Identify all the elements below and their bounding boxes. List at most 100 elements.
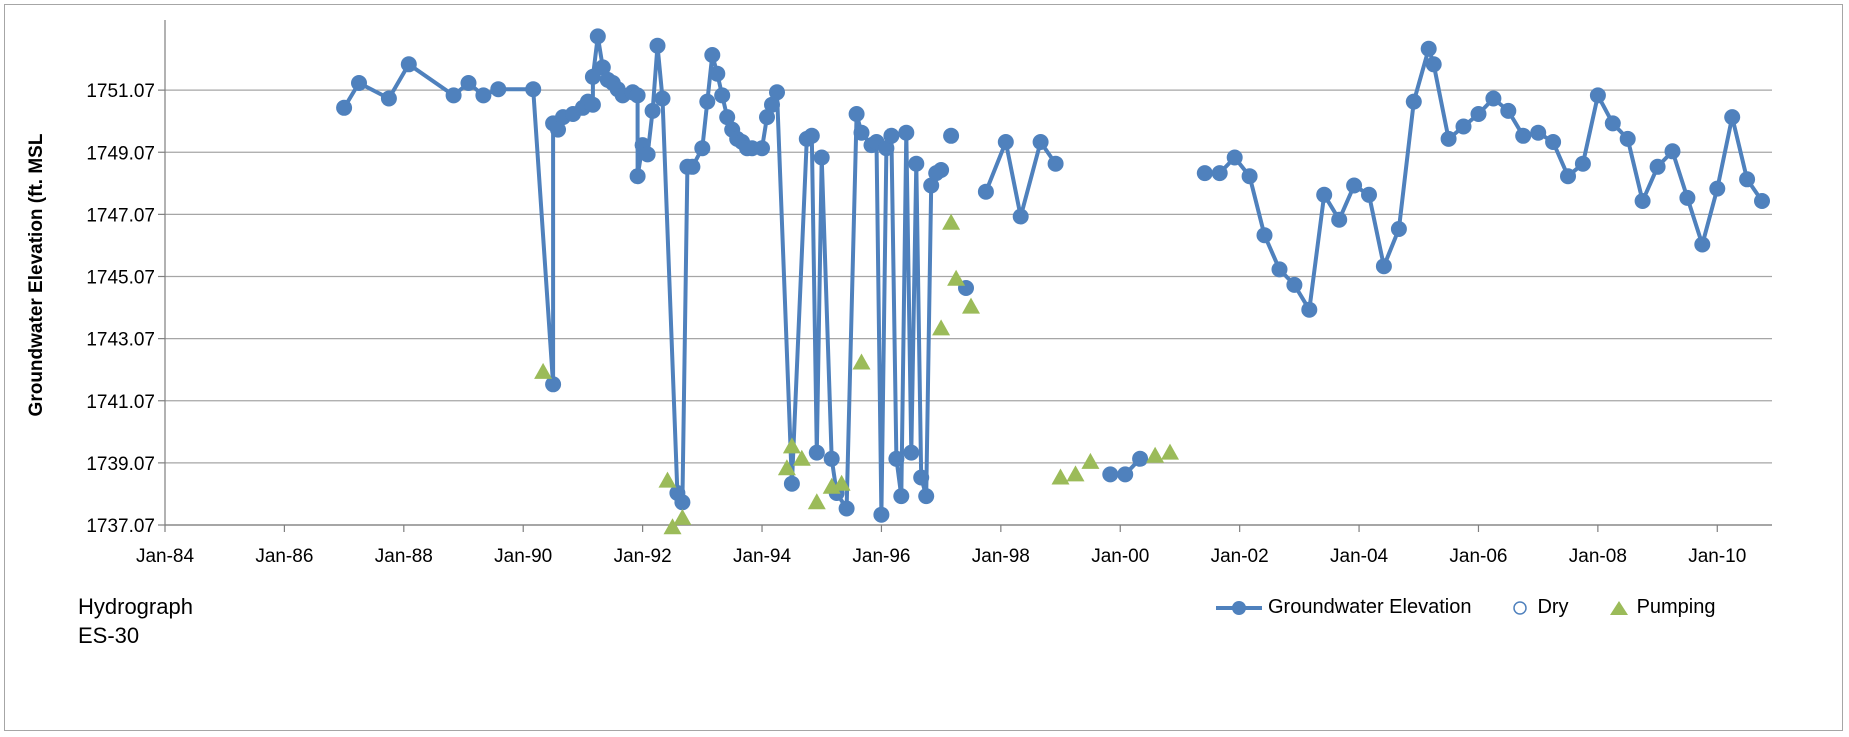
- elevation-point: [1316, 186, 1333, 203]
- pumping-point: [782, 437, 801, 454]
- pumping-point: [663, 518, 682, 535]
- elevation-point: [1500, 102, 1517, 119]
- chart-caption: Hydrograph ES-30: [78, 592, 193, 650]
- elevation-point: [1485, 90, 1502, 107]
- elevation-point: [1754, 193, 1770, 209]
- elevation-point: [490, 81, 507, 98]
- elevation-point: [848, 106, 865, 122]
- elevation-point: [351, 75, 367, 91]
- elevation-point: [550, 121, 566, 138]
- elevation-point: [913, 469, 930, 486]
- elevation-point: [719, 109, 736, 126]
- elevation-point: [803, 127, 820, 144]
- legend-item-pumping: Pumping: [1607, 596, 1716, 619]
- axes: [158, 20, 1772, 532]
- elevation-point: [769, 84, 785, 101]
- elevation-point: [525, 81, 542, 98]
- elevation-point: [1724, 109, 1741, 126]
- elevation-point: [460, 75, 477, 91]
- legend-label: Groundwater Elevation: [1268, 596, 1472, 618]
- elevation-point: [709, 65, 726, 82]
- elevation-point: [997, 134, 1014, 150]
- elevation-point: [923, 177, 940, 194]
- elevation-point: [1664, 143, 1681, 160]
- elevation-point: [1390, 221, 1407, 237]
- y-tick-label: 1737.07: [86, 516, 155, 537]
- legend: Groundwater Elevation Dry Pumping: [1216, 596, 1716, 619]
- elevation-point: [1634, 193, 1651, 209]
- elevation-point: [1574, 155, 1591, 172]
- caption-title: Hydrograph: [78, 594, 193, 619]
- x-tick-label: Jan-94: [733, 546, 792, 567]
- x-tick-label: Jan-96: [852, 546, 910, 567]
- elevation-point: [475, 87, 492, 104]
- elevation-point: [943, 127, 960, 144]
- elevation-point: [873, 506, 890, 523]
- elevation-point: [1102, 466, 1119, 483]
- elevation-point: [1545, 134, 1562, 150]
- pumping-point: [792, 449, 811, 466]
- x-tick-label: Jan-04: [1330, 546, 1389, 567]
- elevation-point: [1375, 258, 1392, 275]
- elevation-point: [644, 102, 661, 119]
- pumping-point: [777, 459, 796, 476]
- elevation-point: [1425, 56, 1442, 73]
- caption-well-id: ES-30: [78, 623, 140, 648]
- elevation-point: [878, 140, 895, 157]
- elevation-point: [933, 162, 950, 178]
- x-tick-label: Jan-98: [972, 546, 1030, 567]
- elevation-point: [1331, 211, 1348, 228]
- elevation-point: [1286, 276, 1303, 293]
- elevation-point: [883, 127, 900, 144]
- elevation-point: [1271, 261, 1288, 278]
- elevation-point: [808, 444, 825, 461]
- elevation-point: [1211, 165, 1228, 182]
- legend-item-groundwater-elevation: Groundwater Elevation: [1216, 596, 1471, 619]
- pumping-point: [1051, 468, 1070, 485]
- pumping-point: [1066, 465, 1085, 482]
- elevation-point: [1604, 115, 1621, 132]
- elevation-point: [1405, 93, 1422, 110]
- open-circle-icon: [1513, 600, 1528, 615]
- elevation-point: [629, 168, 646, 185]
- elevation-point: [1226, 149, 1243, 166]
- elevation-series-lines: [342, 34, 1764, 517]
- elevation-point: [1117, 466, 1134, 483]
- y-tick-label: 1743.07: [86, 330, 155, 351]
- pumping-point: [942, 213, 961, 230]
- elevation-point: [336, 99, 353, 116]
- elevation-point: [1346, 177, 1363, 194]
- legend-label: Dry: [1537, 596, 1569, 618]
- elevation-point: [684, 158, 701, 175]
- elevation-point: [594, 59, 611, 76]
- elevation-point: [1560, 168, 1576, 185]
- elevation-point: [649, 37, 666, 54]
- elevation-point: [714, 87, 731, 104]
- elevation-point: [888, 450, 905, 467]
- elevation-point: [908, 155, 925, 172]
- pumping-point: [673, 508, 692, 525]
- elevation-point: [903, 444, 920, 461]
- pumping-point: [807, 493, 826, 510]
- x-tick-label: Jan-08: [1569, 546, 1627, 567]
- pumping-point: [852, 353, 871, 370]
- elevation-point: [1241, 168, 1258, 185]
- elevation-point: [1679, 189, 1696, 206]
- y-tick-label: 1745.07: [86, 268, 155, 289]
- elevation-point: [674, 494, 691, 511]
- elevation-series-points: [336, 28, 1770, 523]
- elevation-point: [754, 140, 770, 157]
- elevation-point: [1709, 180, 1726, 197]
- pumping-point: [932, 319, 951, 336]
- x-tick-label: Jan-86: [255, 546, 313, 567]
- elevation-point: [918, 488, 935, 505]
- elevation-point: [977, 183, 994, 200]
- elevation-point: [764, 96, 780, 113]
- elevation-point: [1470, 106, 1487, 122]
- elevation-point: [893, 488, 910, 505]
- elevation-point: [1440, 130, 1457, 147]
- x-tick-labels: Jan-84 Jan-86 Jan-88 Jan-90 Jan-92 Jan-94 Jan-…: [136, 546, 1746, 567]
- elevation-point: [1196, 165, 1213, 182]
- elevation-point: [1132, 450, 1149, 467]
- x-tick-label: Jan-92: [614, 546, 672, 567]
